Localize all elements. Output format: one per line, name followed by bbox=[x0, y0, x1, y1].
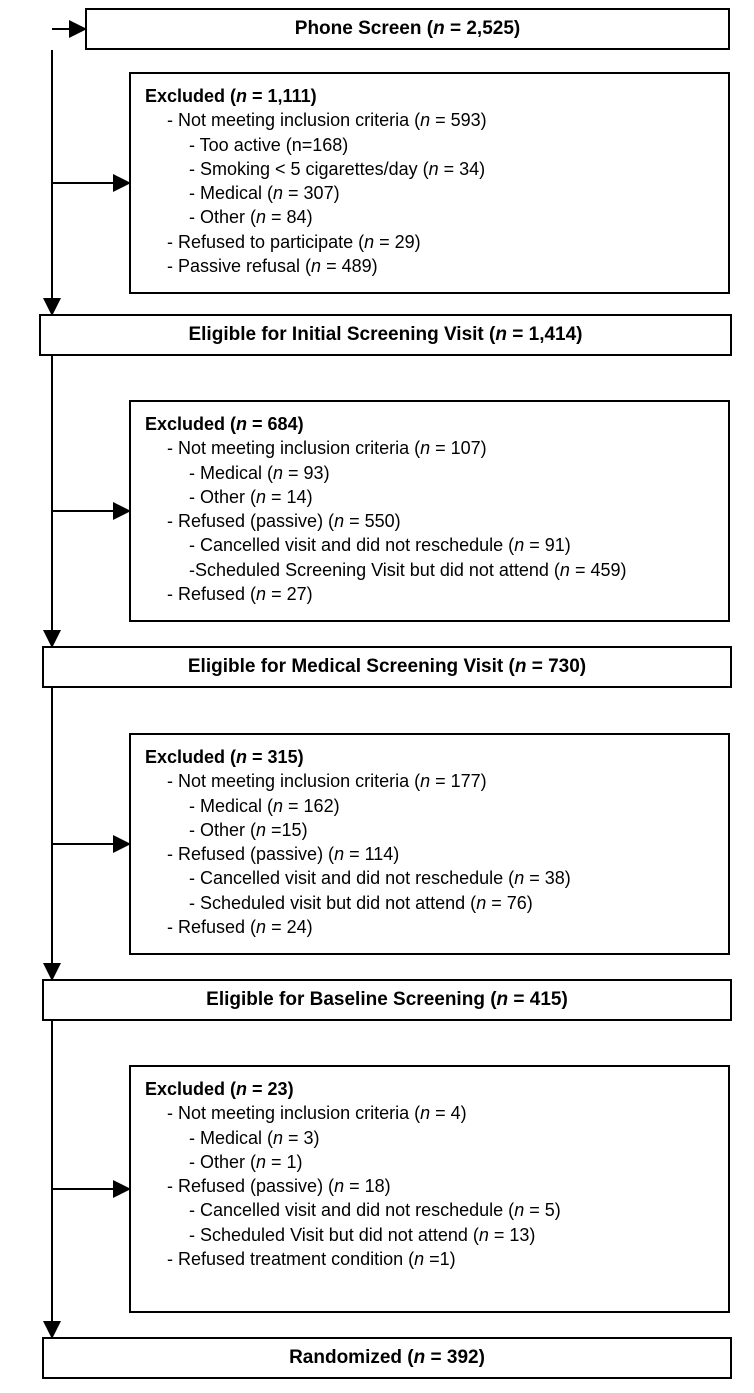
n-value: = 2,525) bbox=[445, 18, 521, 39]
n-label: n bbox=[497, 989, 509, 1010]
consort-flow-diagram: Phone Screen (n = 2,525)Eligible for Ini… bbox=[0, 0, 754, 1393]
exclusion-e3: Excluded (n = 315)- Not meeting inclusio… bbox=[129, 733, 730, 955]
exclusion-line: - Refused (passive) (n = 114) bbox=[145, 842, 714, 866]
n-value: = 415) bbox=[508, 989, 568, 1010]
stage-label: Eligible for Initial Screening Visit ( bbox=[188, 324, 495, 345]
exclusion-line: - Refused treatment condition (n =1) bbox=[145, 1247, 714, 1271]
exclusion-line: - Cancelled visit and did not reschedule… bbox=[145, 533, 714, 557]
exclusion-line: - Medical (n = 307) bbox=[145, 181, 714, 205]
n-value: = 730) bbox=[526, 656, 586, 677]
exclusion-e2: Excluded (n = 684)- Not meeting inclusio… bbox=[129, 400, 730, 622]
exclusion-line: - Refused (passive) (n = 18) bbox=[145, 1174, 714, 1198]
exclusion-line: - Other (n = 14) bbox=[145, 485, 714, 509]
exclusion-line: - Passive refusal (n = 489) bbox=[145, 254, 714, 278]
exclusion-line: - Smoking < 5 cigarettes/day (n = 34) bbox=[145, 157, 714, 181]
stage-label: Eligible for Medical Screening Visit ( bbox=[188, 656, 515, 677]
stage-s3: Eligible for Medical Screening Visit (n … bbox=[42, 646, 732, 688]
exclusion-title: Excluded (n = 315) bbox=[145, 745, 714, 769]
n-label: n bbox=[433, 18, 445, 39]
exclusion-line: - Scheduled visit but did not attend (n … bbox=[145, 891, 714, 915]
exclusion-line: - Medical (n = 3) bbox=[145, 1126, 714, 1150]
exclusion-line: - Other (n = 1) bbox=[145, 1150, 714, 1174]
exclusion-title: Excluded (n = 23) bbox=[145, 1077, 714, 1101]
exclusion-line: - Refused (passive) (n = 550) bbox=[145, 509, 714, 533]
exclusion-line: - Medical (n = 162) bbox=[145, 794, 714, 818]
exclusion-line: - Medical (n = 93) bbox=[145, 461, 714, 485]
exclusion-line: - Other (n = 84) bbox=[145, 205, 714, 229]
n-value: = 1,414) bbox=[507, 324, 583, 345]
exclusion-line: - Refused (n = 24) bbox=[145, 915, 714, 939]
exclusion-title: Excluded (n = 1,111) bbox=[145, 84, 714, 108]
exclusion-line: - Cancelled visit and did not reschedule… bbox=[145, 1198, 714, 1222]
exclusion-line: - Not meeting inclusion criteria (n = 17… bbox=[145, 769, 714, 793]
n-label: n bbox=[515, 656, 527, 677]
stage-s1: Phone Screen (n = 2,525) bbox=[85, 8, 730, 50]
stage-label: Eligible for Baseline Screening ( bbox=[206, 989, 496, 1010]
exclusion-line: - Other (n =15) bbox=[145, 818, 714, 842]
exclusion-line: - Cancelled visit and did not reschedule… bbox=[145, 866, 714, 890]
exclusion-line: - Scheduled Visit but did not attend (n … bbox=[145, 1223, 714, 1247]
stage-label: Randomized ( bbox=[289, 1347, 414, 1368]
exclusion-line: - Refused (n = 27) bbox=[145, 582, 714, 606]
exclusion-line: - Refused to participate (n = 29) bbox=[145, 230, 714, 254]
exclusion-line: - Not meeting inclusion criteria (n = 59… bbox=[145, 108, 714, 132]
exclusion-line: - Not meeting inclusion criteria (n = 4) bbox=[145, 1101, 714, 1125]
exclusion-line: -Scheduled Screening Visit but did not a… bbox=[145, 558, 714, 582]
exclusion-line: - Not meeting inclusion criteria (n = 10… bbox=[145, 436, 714, 460]
stage-s4: Eligible for Baseline Screening (n = 415… bbox=[42, 979, 732, 1021]
stage-label: Phone Screen ( bbox=[295, 18, 433, 39]
stage-s5: Randomized (n = 392) bbox=[42, 1337, 732, 1379]
exclusion-title: Excluded (n = 684) bbox=[145, 412, 714, 436]
exclusion-line: - Too active (n=168) bbox=[145, 133, 714, 157]
n-label: n bbox=[414, 1347, 426, 1368]
n-value: = 392) bbox=[425, 1347, 485, 1368]
exclusion-e4: Excluded (n = 23)- Not meeting inclusion… bbox=[129, 1065, 730, 1313]
stage-s2: Eligible for Initial Screening Visit (n … bbox=[39, 314, 732, 356]
exclusion-e1: Excluded (n = 1,111)- Not meeting inclus… bbox=[129, 72, 730, 294]
n-label: n bbox=[495, 324, 507, 345]
